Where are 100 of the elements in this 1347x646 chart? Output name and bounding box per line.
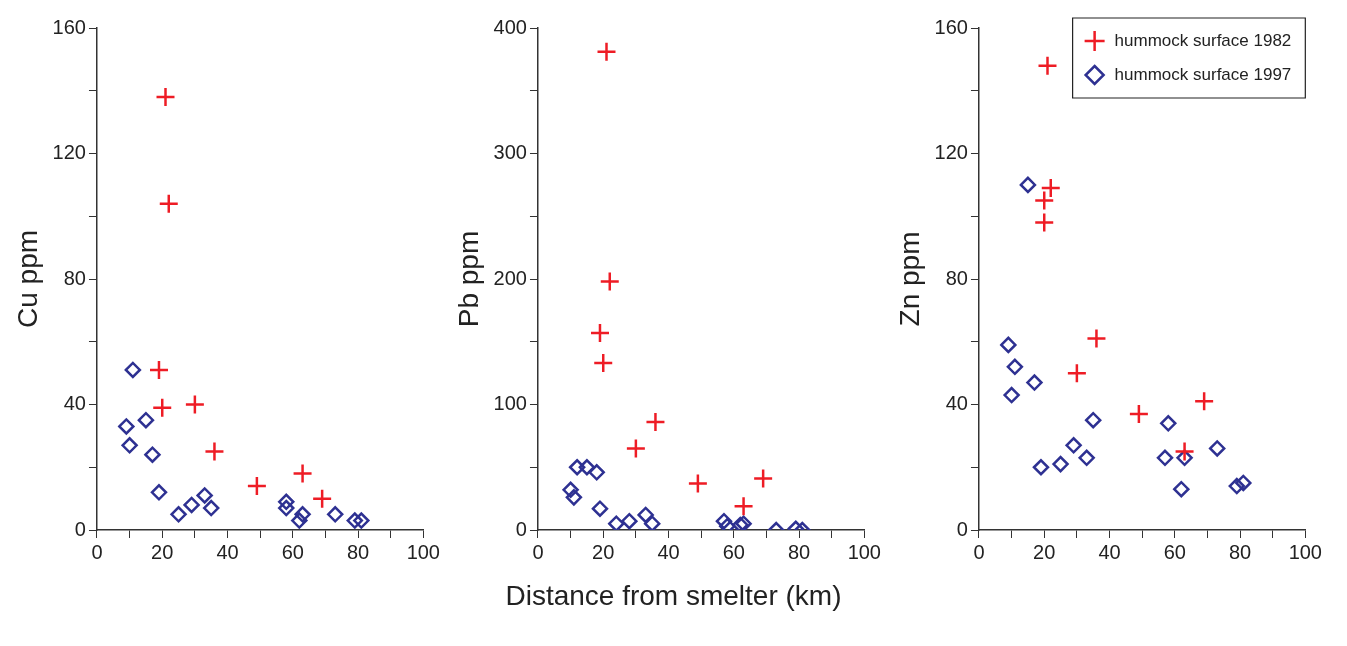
point — [637, 506, 654, 524]
x-tick-label: 80 — [346, 540, 370, 563]
x-tick-label: 0 — [532, 540, 544, 563]
y-tick-label: 0 — [515, 517, 527, 540]
point — [591, 500, 609, 517]
point — [645, 411, 666, 433]
point — [183, 496, 200, 514]
point — [599, 271, 621, 292]
point — [144, 446, 161, 463]
point — [1019, 176, 1037, 194]
point — [643, 515, 661, 530]
point — [246, 475, 268, 497]
point — [1173, 480, 1190, 498]
x-tick-label: 40 — [216, 540, 239, 563]
point — [170, 506, 187, 523]
point — [1052, 455, 1069, 473]
x-tick-label: 80 — [787, 540, 811, 563]
point — [596, 41, 617, 63]
point — [1086, 328, 1107, 349]
point — [346, 512, 364, 529]
y-tick-label: 0 — [74, 517, 86, 540]
point — [588, 464, 605, 481]
x-tick-label: 60 — [1163, 540, 1186, 563]
point — [687, 473, 709, 494]
point — [155, 86, 176, 108]
point — [1208, 440, 1226, 457]
point — [625, 438, 647, 459]
point — [1156, 449, 1174, 467]
point — [565, 489, 583, 506]
point — [1128, 403, 1150, 425]
point — [278, 493, 295, 511]
point — [124, 361, 142, 379]
point — [292, 463, 313, 484]
point — [752, 468, 774, 489]
point — [1193, 391, 1215, 412]
point — [311, 488, 333, 509]
x-tick-label: 40 — [657, 540, 680, 563]
point — [150, 484, 168, 501]
point — [1160, 415, 1177, 432]
y-tick-label: 40 — [63, 392, 86, 415]
point — [1235, 474, 1252, 492]
point — [121, 437, 138, 454]
y-axis-title: Cu ppm — [11, 229, 43, 329]
point — [608, 515, 625, 530]
point — [1032, 459, 1050, 476]
point — [1174, 441, 1195, 462]
y-tick-label: 100 — [493, 392, 527, 415]
y-tick-label: 80 — [63, 266, 86, 289]
x-tick-label: 60 — [281, 540, 304, 563]
y-tick-label: 300 — [493, 141, 527, 164]
point — [151, 397, 173, 418]
x-tick-label: 20 — [1033, 540, 1056, 563]
point — [148, 359, 170, 381]
point — [568, 459, 586, 476]
point — [1000, 336, 1017, 354]
point — [196, 487, 213, 504]
point — [621, 512, 638, 530]
point — [715, 512, 733, 530]
point — [1033, 212, 1055, 233]
y-tick-label: 200 — [493, 266, 527, 289]
x-tick-label: 40 — [1098, 540, 1121, 563]
y-tick-label: 160 — [934, 15, 968, 38]
y-tick-label: 120 — [52, 141, 86, 164]
point — [1037, 55, 1058, 76]
x-tick-label: 0 — [973, 540, 985, 563]
y-tick-label: 120 — [934, 141, 968, 164]
point — [326, 506, 344, 523]
point — [1078, 449, 1095, 467]
legend-label: hummock surface 1997 — [1114, 64, 1292, 84]
point — [1026, 374, 1043, 391]
point — [1006, 358, 1024, 376]
point — [733, 495, 754, 517]
point — [1003, 386, 1020, 404]
point — [204, 441, 225, 462]
point — [1065, 437, 1082, 454]
point — [118, 418, 135, 435]
y-axis-title: Pb ppm — [452, 230, 484, 328]
point — [1228, 477, 1246, 495]
y-tick-label: 160 — [52, 15, 86, 38]
point — [353, 512, 370, 529]
x-tick-label: 20 — [592, 540, 615, 563]
x-tick-label: 80 — [1228, 540, 1252, 563]
x-tick-label: 0 — [91, 540, 103, 563]
point — [278, 499, 295, 517]
y-tick-label: 0 — [956, 517, 968, 540]
point — [592, 352, 614, 374]
legend-label: hummock surface 1982 — [1114, 30, 1292, 50]
x-tick-label: 100 — [847, 540, 881, 563]
point — [578, 459, 596, 476]
point — [1084, 411, 1102, 429]
x-tick-label: 20 — [151, 540, 174, 563]
x-tick-label: 100 — [406, 540, 440, 563]
x-tick-label: 100 — [1288, 540, 1322, 563]
point — [291, 512, 308, 529]
point — [1040, 177, 1062, 199]
point — [137, 411, 155, 429]
point — [589, 322, 611, 344]
point — [202, 499, 220, 517]
point — [1066, 362, 1088, 384]
y-axis-title: Zn ppm — [893, 231, 925, 327]
